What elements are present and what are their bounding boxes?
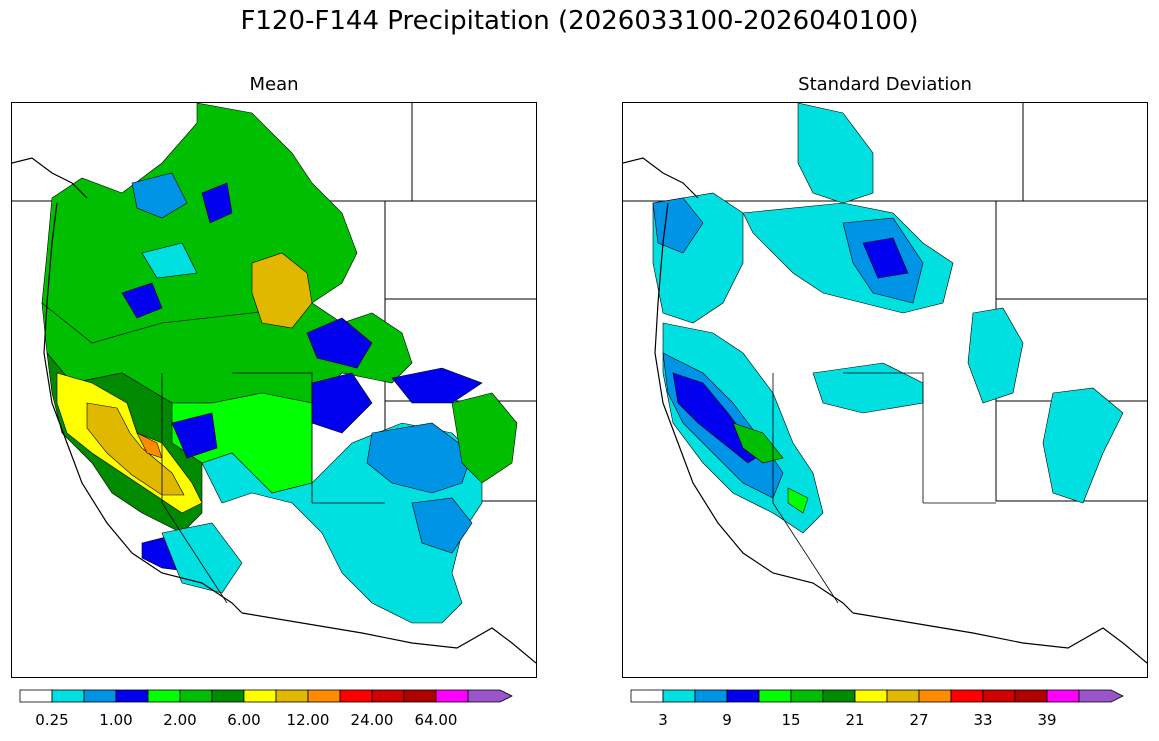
mean-colorbar-swatch [179, 689, 213, 703]
sd-colorbar [630, 689, 1141, 703]
sd-colorbar-swatch [1078, 689, 1124, 703]
sd-tick-label: 3 [658, 711, 668, 729]
mean-colorbar-swatch [403, 689, 437, 703]
sd-tick-label: 9 [722, 711, 732, 729]
mean-colorbar-swatch [19, 689, 53, 703]
mean-tick-label: 1.00 [99, 711, 133, 729]
mean-colorbar-swatch [307, 689, 341, 703]
sd-colorbar-swatch [1046, 689, 1080, 703]
sd-colorbar-swatch [854, 689, 888, 703]
sd-colorbar-swatch [630, 689, 664, 703]
mean-colorbar [19, 689, 530, 703]
sd-tick-label: 15 [781, 711, 801, 729]
mean-colorbar-swatch [147, 689, 181, 703]
sd-map [622, 102, 1148, 678]
sd-tick-label: 27 [909, 711, 929, 729]
mean-tick-label: 12.00 [286, 711, 330, 729]
figure-title: F120-F144 Precipitation (2026033100-2026… [240, 6, 919, 36]
mean-colorbar-swatch [115, 689, 149, 703]
mean-colorbar-swatch [83, 689, 117, 703]
sd-colorbar-swatch [950, 689, 984, 703]
sd-tick-label: 33 [973, 711, 993, 729]
mean-tick-label: 64.00 [414, 711, 458, 729]
sd-colorbar-swatch [1014, 689, 1048, 703]
sd-colorbar-swatch [982, 689, 1016, 703]
mean-tick-label: 6.00 [227, 711, 261, 729]
mean-map [11, 102, 537, 678]
mean-colorbar-swatch [339, 689, 373, 703]
mean-colorbar-swatch [467, 689, 513, 703]
mean-colorbar-swatch [435, 689, 469, 703]
mean-colorbar-swatch [371, 689, 405, 703]
sd-tick-label: 21 [845, 711, 865, 729]
sd-colorbar-swatch [886, 689, 920, 703]
mean-colorbar-swatch [51, 689, 85, 703]
mean-colorbar-ticks: 0.25 1.00 2.00 6.00 12.00 24.00 64.00 [20, 711, 530, 731]
sd-tick-label: 39 [1037, 711, 1057, 729]
mean-tick-label: 24.00 [350, 711, 394, 729]
mean-tick-label: 0.25 [35, 711, 69, 729]
sd-colorbar-swatch [758, 689, 792, 703]
mean-colorbar-swatch [243, 689, 277, 703]
mean-colorbar-swatch [275, 689, 309, 703]
mean-colorbar-swatch [211, 689, 245, 703]
sd-colorbar-swatch [694, 689, 728, 703]
mean-panel-title: Mean [249, 74, 299, 95]
sd-colorbar-swatch [662, 689, 696, 703]
sd-colorbar-swatch [822, 689, 856, 703]
sd-colorbar-swatch [918, 689, 952, 703]
sd-panel-title: Standard Deviation [798, 74, 972, 95]
sd-colorbar-swatch [726, 689, 760, 703]
sd-colorbar-ticks: 3 9 15 21 27 33 39 [631, 711, 1141, 731]
mean-tick-label: 2.00 [163, 711, 197, 729]
sd-colorbar-swatch [790, 689, 824, 703]
